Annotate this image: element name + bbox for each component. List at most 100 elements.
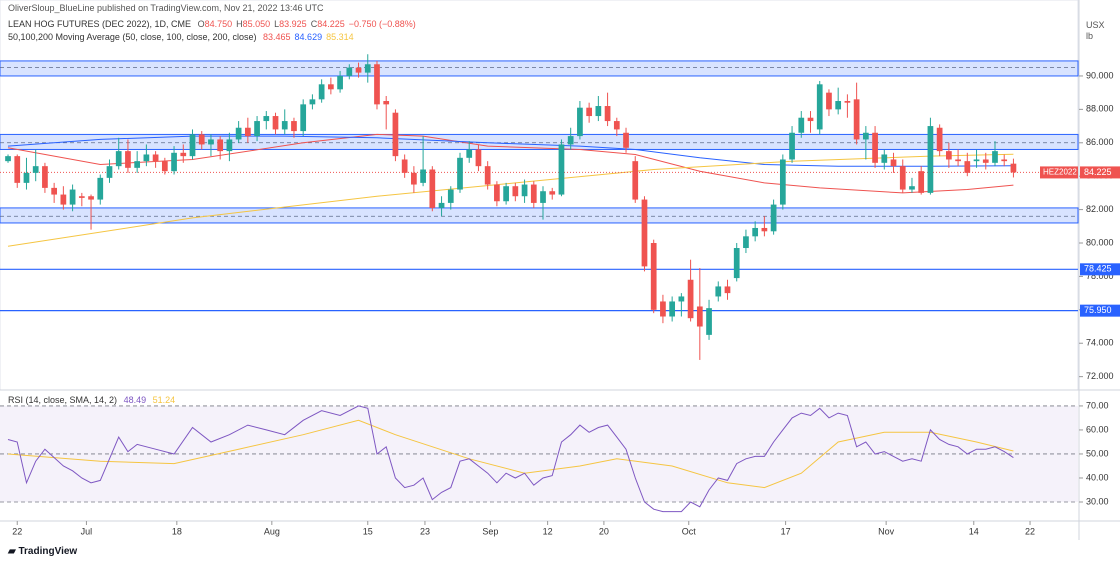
candle-body — [779, 159, 786, 205]
candle-body — [826, 92, 832, 110]
candle-body — [512, 186, 519, 197]
candle-body — [844, 101, 851, 103]
candle-body — [429, 169, 436, 208]
candle-body — [392, 112, 399, 157]
ma-title: 50,100,200 Moving Average (50, close, 10… — [8, 32, 257, 42]
candle-body — [346, 67, 353, 76]
x-tick-label: 22 — [12, 526, 22, 536]
legend-rsi: RSI (14, close, SMA, 14, 2) 48.49 51.24 — [8, 395, 179, 405]
candle-body — [143, 154, 150, 162]
candle-body — [696, 306, 703, 327]
rsi-value: 48.49 — [123, 395, 147, 405]
candle-body — [171, 152, 177, 172]
candle-body — [291, 121, 297, 132]
publisher: OliverSloup_BlueLine published on Tradin… — [8, 3, 324, 13]
candle-body — [743, 236, 749, 249]
y-tick-label: 82.000 — [1086, 204, 1114, 214]
candle-body — [955, 159, 961, 162]
candle-body — [733, 248, 740, 279]
ohlc-key: L — [274, 19, 280, 29]
level-label: 78.425 — [1084, 264, 1112, 274]
last-tag-label: HEZ2022 — [1043, 168, 1077, 177]
candle-body — [540, 191, 546, 203]
candle-body — [770, 204, 777, 232]
candle-body — [364, 64, 371, 73]
ohlc-value: 84.750 — [204, 19, 233, 29]
candle-body — [14, 156, 21, 183]
y-tick-label: 74.000 — [1086, 338, 1114, 348]
candle-body — [558, 144, 565, 195]
candle-body — [355, 67, 362, 73]
candle-body — [946, 151, 952, 160]
candle-body — [586, 107, 592, 117]
rsi-tick-label: 40.00 — [1086, 472, 1109, 482]
rsi-title: RSI (14, close, SMA, 14, 2) — [8, 395, 118, 405]
candle-body — [650, 243, 657, 310]
candle-body — [401, 159, 408, 173]
candle-body — [927, 126, 934, 193]
candle-body — [632, 161, 639, 200]
rsi-tick-label: 50.00 — [1086, 448, 1109, 458]
candle-body — [152, 154, 159, 162]
candle-body — [374, 64, 380, 105]
candle-body — [411, 172, 417, 185]
candle-body — [235, 127, 242, 140]
x-tick-label: 14 — [969, 526, 979, 536]
x-tick-label: Aug — [264, 526, 280, 536]
candle-body — [309, 99, 316, 105]
ma-value: 83.465 — [263, 32, 291, 42]
candle-body — [982, 159, 989, 163]
candle-body — [383, 101, 390, 105]
candle-body — [936, 127, 943, 152]
candle-body — [881, 154, 888, 163]
x-tick-label: 23 — [420, 526, 430, 536]
ohlc-value: −0.750 (−0.88%) — [348, 19, 416, 29]
y-tick-label: 72.000 — [1086, 371, 1114, 381]
candle-body — [992, 151, 998, 163]
candle-body — [853, 99, 860, 140]
candle-body — [595, 106, 602, 117]
candle-body — [244, 127, 251, 137]
candle-body — [32, 166, 39, 173]
x-tick-label: 18 — [172, 526, 182, 536]
candle-body — [438, 202, 445, 208]
legend-main: LEAN HOG FUTURES (DEC 2022), 1D, CME O84… — [8, 19, 424, 29]
candle-body — [475, 149, 482, 167]
candle-body — [890, 159, 897, 167]
candle-body — [484, 166, 491, 185]
candle-body — [42, 166, 48, 188]
candle-body — [97, 177, 104, 200]
candle-body — [494, 184, 500, 202]
level-tag — [1080, 263, 1120, 276]
candle-body — [263, 116, 270, 122]
x-tick-label: 20 — [599, 526, 609, 536]
candle-body — [641, 199, 648, 267]
legend-ma: 50,100,200 Moving Average (50, close, 10… — [8, 32, 362, 42]
candle-body — [466, 149, 473, 158]
candle-body — [862, 132, 869, 140]
y-tick-label: 90.000 — [1086, 70, 1114, 80]
candle-body — [660, 301, 666, 317]
last-price-label: 84.225 — [1084, 167, 1112, 177]
ma-value: 85.314 — [326, 32, 354, 42]
candle-body — [106, 166, 113, 178]
candle-body — [613, 121, 620, 130]
candle-body — [161, 161, 168, 172]
x-tick-label: 17 — [781, 526, 791, 536]
x-tick-label: Oct — [682, 526, 697, 536]
last-tag — [1040, 166, 1078, 179]
ma-values: 83.465 84.629 85.314 — [263, 32, 358, 42]
zone — [0, 207, 1079, 224]
rsi-ma-value: 51.24 — [152, 395, 176, 405]
candle-body — [208, 139, 214, 145]
candle-body — [217, 139, 224, 152]
candle-body — [300, 104, 307, 132]
ohlc-key: O — [197, 19, 205, 29]
y-tick-label: 86.000 — [1086, 137, 1114, 147]
brand-text: TradingView — [18, 546, 78, 557]
y-tick-label: 80.000 — [1086, 237, 1114, 247]
moving-average — [7, 153, 1014, 247]
candle-body — [678, 296, 685, 302]
ohlc-value: 85.050 — [242, 19, 271, 29]
